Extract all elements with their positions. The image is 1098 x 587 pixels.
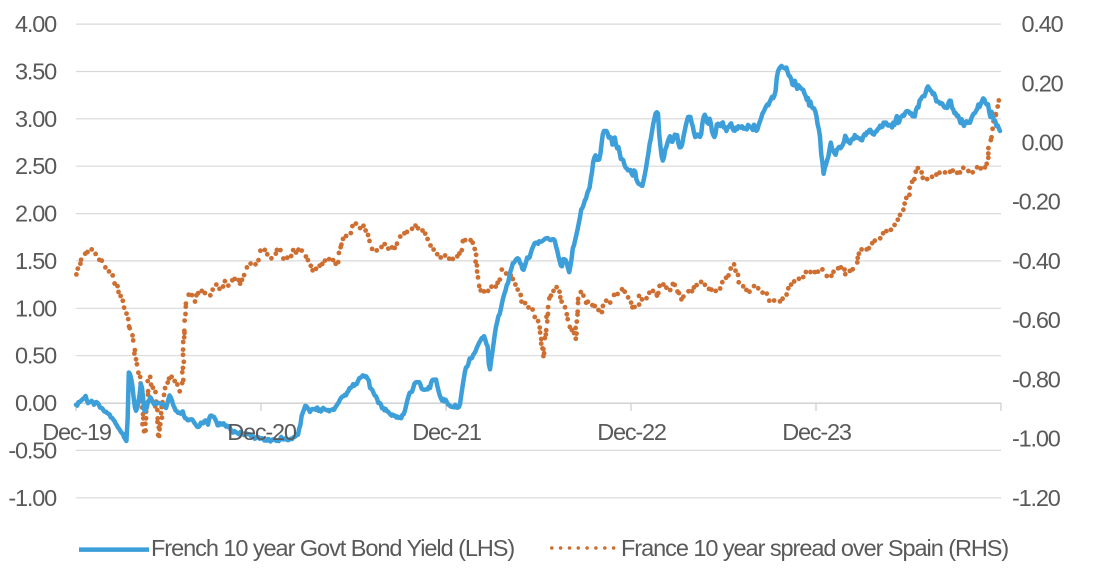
svg-text:Dec-23: Dec-23 (782, 419, 852, 445)
svg-text:Dec-19: Dec-19 (42, 419, 111, 445)
svg-text:1.00: 1.00 (15, 295, 57, 321)
svg-text:-0.60: -0.60 (1012, 307, 1061, 333)
svg-text:3.00: 3.00 (15, 106, 57, 132)
svg-text:Dec-21: Dec-21 (412, 419, 481, 445)
svg-text:-0.80: -0.80 (1012, 366, 1061, 392)
svg-text:-1.00: -1.00 (1012, 426, 1061, 452)
svg-text:-1.20: -1.20 (1012, 485, 1061, 511)
svg-text:0.00: 0.00 (1022, 130, 1064, 156)
svg-text:0.20: 0.20 (1022, 70, 1064, 96)
svg-text:-0.20: -0.20 (1012, 189, 1061, 215)
svg-text:2.50: 2.50 (15, 153, 57, 179)
svg-text:France 10 year spread over Spa: France 10 year spread over Spain (RHS) (621, 535, 1008, 561)
svg-text:-0.50: -0.50 (8, 437, 57, 463)
svg-text:-0.40: -0.40 (1012, 248, 1061, 274)
svg-text:Dec-20: Dec-20 (227, 419, 297, 445)
svg-text:2.00: 2.00 (15, 201, 57, 227)
svg-text:0.40: 0.40 (1022, 11, 1064, 37)
svg-text:4.00: 4.00 (15, 11, 57, 37)
svg-text:0.00: 0.00 (15, 390, 57, 416)
svg-text:0.50: 0.50 (15, 343, 57, 369)
svg-text:French 10 year Govt Bond Yield: French 10 year Govt Bond Yield (LHS) (151, 535, 514, 561)
svg-text:-1.00: -1.00 (8, 485, 57, 511)
svg-text:1.50: 1.50 (15, 248, 57, 274)
svg-text:Dec-22: Dec-22 (597, 419, 666, 445)
svg-text:3.50: 3.50 (15, 59, 57, 85)
